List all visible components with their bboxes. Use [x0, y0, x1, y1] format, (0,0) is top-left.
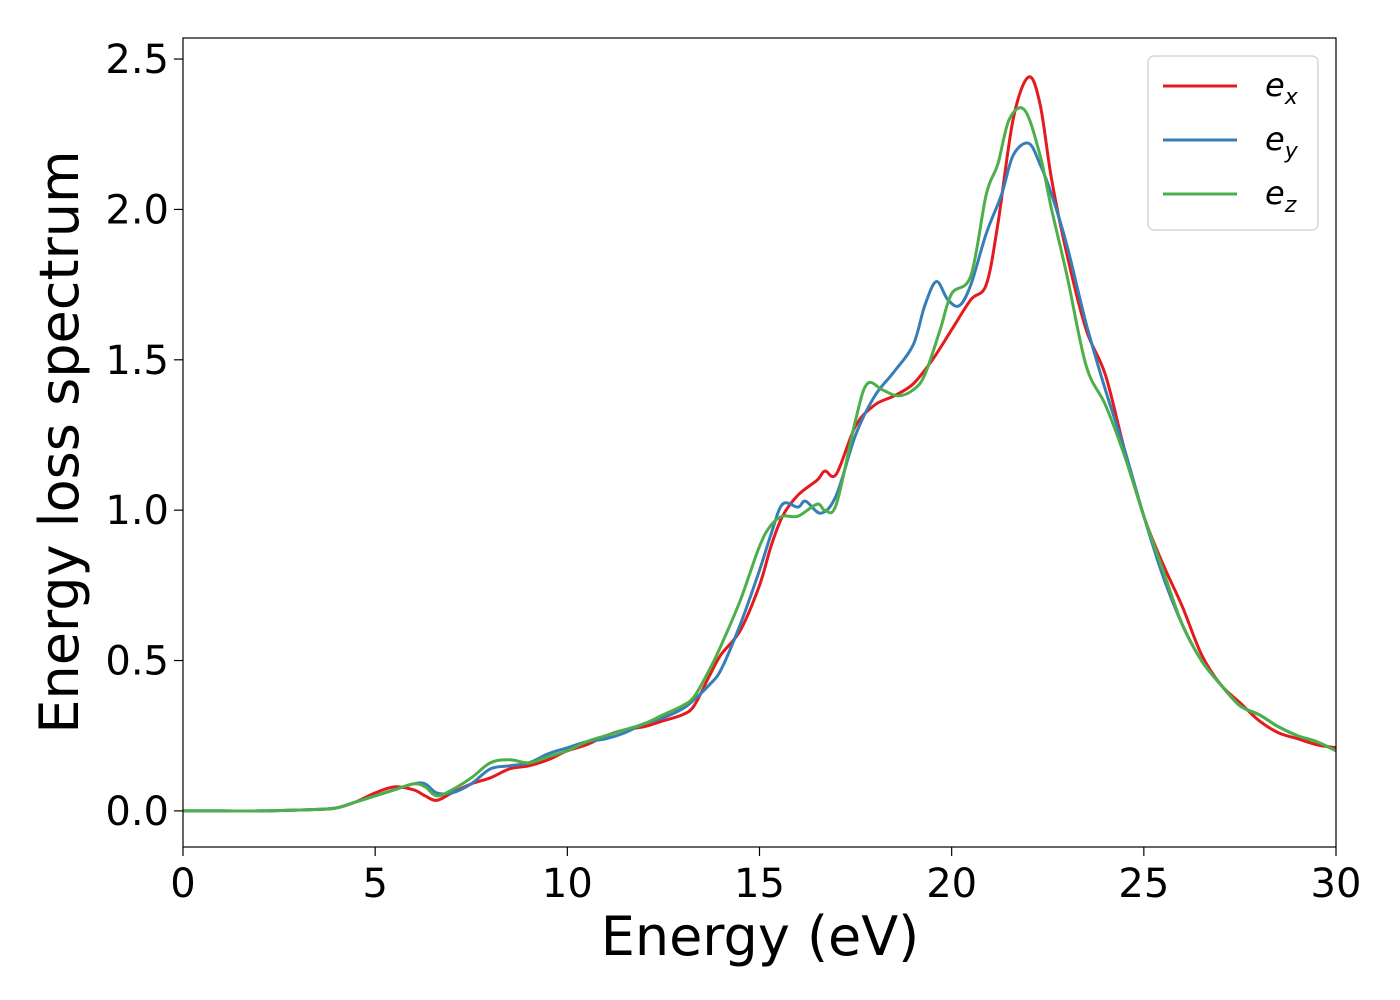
x-tick-label: 30: [1311, 861, 1362, 907]
x-tick-label: 10: [542, 861, 593, 907]
y-tick-label: 2.0: [105, 187, 169, 233]
x-tick-label: 20: [926, 861, 977, 907]
y-axis: 0.0 0.5 1.0 1.5 2.0 2.5: [105, 37, 183, 835]
legend-box: [1147, 55, 1319, 231]
series-line-z: [183, 106, 1336, 813]
series-line-y: [183, 141, 1336, 813]
legend-label-subscript: x: [1284, 85, 1299, 110]
legend-label-x: ex: [1265, 66, 1299, 110]
x-tick-label: 0: [170, 861, 195, 907]
x-tick-label: 5: [362, 861, 387, 907]
x-tick-label: 15: [734, 861, 785, 907]
legend-label-base: e: [1265, 120, 1285, 158]
x-axis-label: Energy (eV): [601, 905, 920, 968]
legend-label-subscript: z: [1284, 193, 1297, 218]
legend-label-base: e: [1265, 66, 1285, 104]
legend-label-base: e: [1265, 174, 1285, 212]
legend-label-subscript: y: [1284, 139, 1299, 164]
y-tick-label: 0.0: [105, 789, 169, 835]
legend-label-z: ez: [1265, 174, 1297, 218]
y-tick-label: 2.5: [105, 37, 169, 83]
legend-label-y: ey: [1265, 120, 1299, 164]
y-tick-label: 1.5: [105, 338, 169, 384]
x-axis: 0 5 10 15 20 25 30: [170, 847, 1361, 907]
y-tick-label: 0.5: [105, 639, 169, 685]
y-tick-label: 1.0: [105, 488, 169, 534]
y-axis-label: Energy loss spectrum: [28, 150, 91, 733]
x-tick-label: 25: [1118, 861, 1169, 907]
